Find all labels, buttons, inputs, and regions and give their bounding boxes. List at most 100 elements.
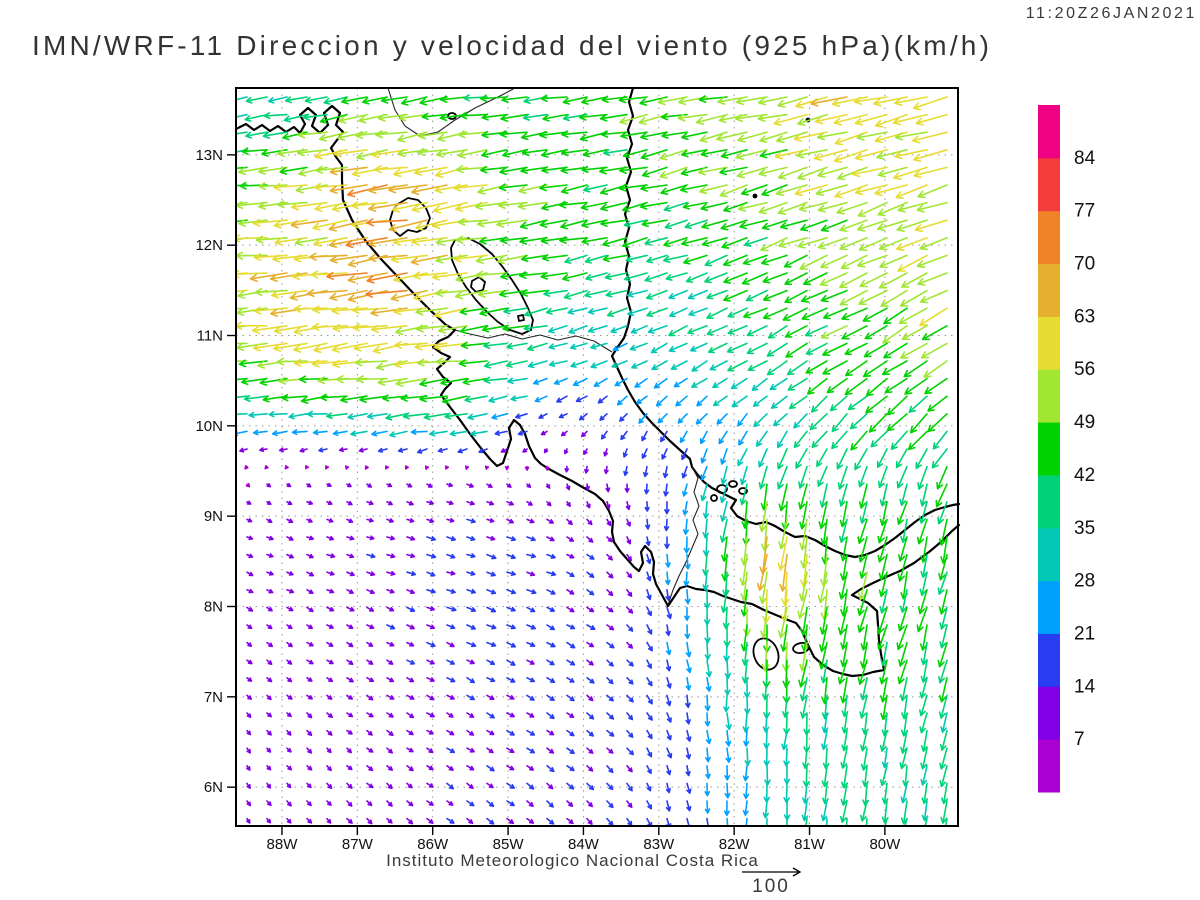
wind-arrow: [587, 325, 608, 334]
wind-arrow: [446, 765, 454, 771]
wind-arrow: [720, 448, 728, 465]
wind-arrow: [546, 782, 554, 790]
wind-arrow: [900, 342, 928, 359]
wind-arrow: [938, 518, 948, 546]
wind-arrow: [346, 800, 353, 807]
wind-arrow: [921, 782, 929, 805]
wind-arrow: [237, 201, 268, 210]
wind-arrow: [719, 166, 748, 176]
wind-arrow: [865, 395, 888, 414]
wind-arrow: [328, 219, 368, 232]
wind-arrow: [705, 729, 712, 745]
wind-arrow: [406, 712, 415, 719]
wind-arrow: [347, 413, 368, 420]
wind-arrow: [426, 483, 433, 488]
wind-arrow: [478, 448, 488, 454]
wind-arrow: [346, 589, 354, 594]
wind-arrow: [241, 147, 268, 155]
wind-arrow: [686, 782, 692, 794]
wind-arrow: [311, 359, 348, 368]
wind-arrow: [945, 817, 948, 825]
wind-arrow: [626, 589, 633, 597]
wind-arrow: [779, 219, 808, 230]
wind-arrow: [777, 536, 788, 571]
wind-arrow: [859, 501, 868, 524]
wind-arrow: [840, 536, 848, 562]
wind-arrow: [606, 677, 614, 685]
wind-arrow: [939, 747, 948, 770]
wind-arrow: [386, 553, 396, 559]
wind-arrow: [668, 289, 688, 300]
wind-arrow: [244, 113, 268, 122]
wind-arrow: [386, 659, 394, 665]
wind-arrow: [862, 307, 888, 322]
wind-arrow: [759, 571, 768, 605]
wind-arrow: [661, 448, 668, 460]
wind-arrow: [237, 377, 248, 381]
wind-arrow: [563, 289, 588, 300]
wind-arrow: [237, 113, 248, 118]
wind-arrow: [673, 377, 688, 388]
wind-arrow: [560, 430, 568, 437]
wind-arrow: [681, 465, 688, 479]
wind-arrow: [621, 237, 648, 248]
wind-arrow: [561, 148, 588, 157]
wind-arrow: [326, 271, 368, 281]
wind-arrow: [483, 341, 508, 349]
wind-arrow: [912, 96, 948, 111]
graticule-gridlines: [236, 88, 958, 826]
wind-arrow: [826, 377, 848, 394]
wind-arrow: [393, 237, 428, 246]
wind-arrow: [486, 624, 497, 630]
wind-arrow: [386, 518, 394, 523]
wind-arrow: [406, 765, 414, 772]
wind-arrow: [762, 712, 770, 733]
wind-arrow: [390, 289, 428, 302]
wind-arrow: [566, 782, 575, 790]
wind-arrow: [406, 817, 414, 825]
wind-arrow: [480, 165, 508, 174]
wind-arrow: [699, 184, 728, 195]
wind-arrow: [526, 483, 532, 488]
x-tick-label: 86W: [417, 836, 449, 853]
wind-arrow: [526, 641, 536, 647]
wind-arrow: [820, 219, 848, 232]
wind-arrow: [386, 624, 396, 630]
wind-arrow: [386, 641, 395, 647]
wind-arrow: [706, 325, 728, 336]
wind-arrow: [466, 800, 475, 807]
wind-arrow: [606, 641, 615, 649]
wind-arrow: [645, 518, 651, 530]
wind-arrow: [860, 729, 868, 752]
wind-arrow: [874, 113, 908, 128]
wind-arrow: [720, 589, 728, 613]
wind-arrow: [840, 254, 868, 270]
wind-arrow: [248, 411, 268, 419]
wind-arrow: [346, 553, 355, 559]
wind-arrow: [639, 96, 668, 106]
wind-arrow: [426, 677, 435, 682]
wind-arrow: [386, 677, 395, 683]
wind-arrow: [919, 501, 928, 524]
wind-arrow: [306, 747, 313, 754]
wind-arrow: [858, 237, 888, 252]
wind-arrow: [286, 606, 294, 612]
wind-arrow: [639, 201, 668, 210]
wind-arrow: [724, 782, 731, 799]
wind-arrow: [897, 201, 928, 213]
wind-arrow: [246, 782, 251, 789]
wind-arrow: [483, 360, 508, 369]
wind-arrow: [623, 219, 648, 228]
wind-arrow: [268, 411, 288, 418]
wind-arrow: [326, 482, 332, 487]
wind-arrow: [398, 113, 428, 122]
wind-arrow: [836, 166, 868, 181]
wind-arrow: [457, 149, 488, 159]
wind-arrow: [900, 518, 908, 543]
wind-arrow: [366, 483, 373, 488]
wind-arrow: [306, 624, 313, 630]
wind-arrow: [346, 747, 352, 754]
wind-arrow: [546, 641, 556, 648]
wind-arrow: [897, 659, 908, 685]
wind-arrow: [586, 817, 593, 825]
